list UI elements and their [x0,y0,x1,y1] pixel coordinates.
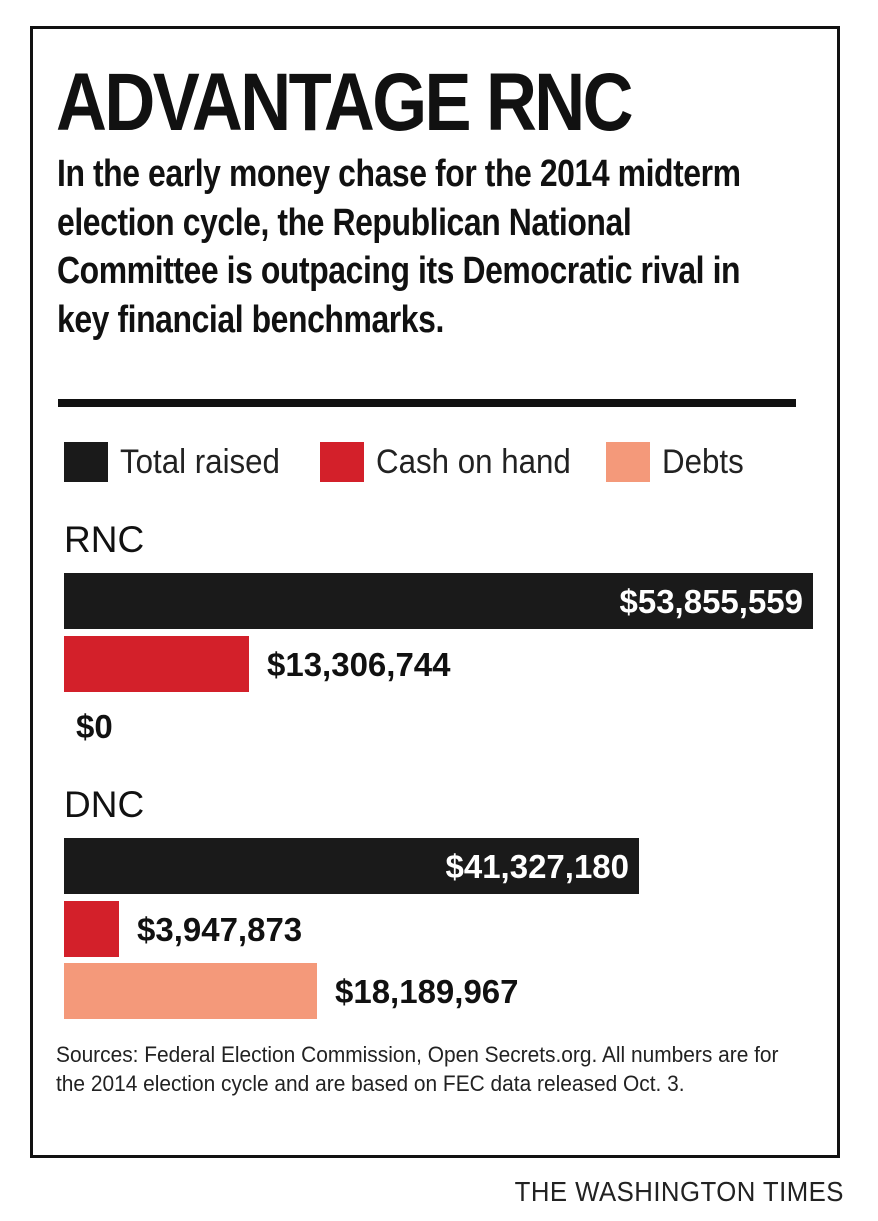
value-label-rnc-cash-on-hand: $13,306,744 [267,646,451,683]
legend-label-debts: Debts [662,442,744,481]
value-label-dnc-debts: $18,189,967 [335,973,519,1010]
bar-dnc-total-raised [64,838,639,894]
group-label-rnc: RNC [64,519,144,560]
legend-swatch-total-raised [64,442,108,482]
legend-item-total-raised: Total raised [64,440,294,484]
source-note: Sources: Federal Election Commission, Op… [56,1042,779,1096]
value-label-rnc-debts: $0 [76,708,113,745]
bar-chart: RNC $53,855,559 $13,306,744 $0 DNC $41,327,18… [64,519,813,1019]
bar-rnc-total-raised [64,573,813,629]
bar-rnc-cash-on-hand [64,636,249,692]
value-label-rnc-total-raised: $53,855,559 [619,583,803,620]
legend-swatch-debts [606,442,650,482]
legend-item-debts: Debts [606,440,751,484]
legend-label-total-raised: Total raised [120,442,280,481]
chart-title: ADVANTAGE RNC [56,57,634,148]
chart-subtitle: In the early money chase for the 2014 mi… [57,153,741,341]
legend-item-cash-on-hand: Cash on hand [320,440,588,484]
group-label-dnc: DNC [64,784,144,825]
bar-dnc-cash-on-hand [64,901,119,957]
legend: Total raised Cash on hand Debts [64,440,824,484]
value-label-dnc-total-raised: $41,327,180 [445,848,629,885]
legend-swatch-cash-on-hand [320,442,364,482]
chart-frame [30,26,840,1158]
publisher-credit: THE WASHINGTON TIMES [514,1176,844,1207]
value-label-dnc-cash-on-hand: $3,947,873 [137,911,302,948]
legend-label-cash-on-hand: Cash on hand [376,442,571,481]
bar-dnc-debts [64,963,317,1019]
title-divider [58,399,796,407]
